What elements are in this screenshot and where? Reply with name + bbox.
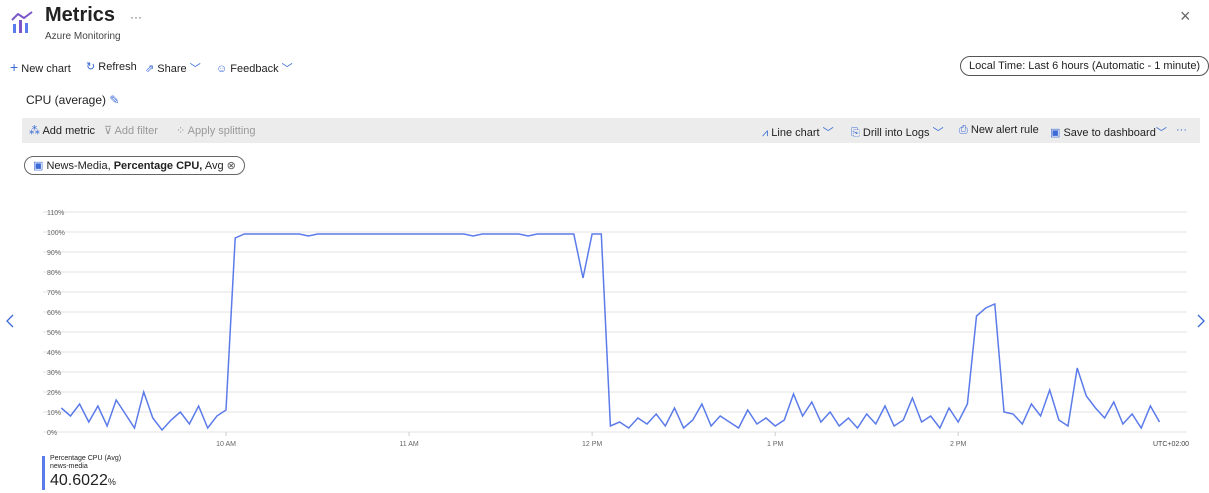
next-arrow[interactable] <box>1196 313 1206 329</box>
y-tick-label: 60% <box>47 310 61 317</box>
legend-resource: news-media <box>50 463 88 470</box>
y-tick-label: 10% <box>47 410 61 417</box>
refresh-button[interactable]: ↻ Refresh <box>86 61 137 73</box>
y-tick-label: 30% <box>47 370 61 377</box>
label: New chart <box>21 63 71 75</box>
x-tick-label: 12 PM <box>582 441 602 448</box>
y-tick-label: 90% <box>47 250 61 257</box>
feedback-button[interactable]: ☺ Feedback ﹀ <box>216 63 293 75</box>
y-tick-label: 20% <box>47 390 61 397</box>
label: Line chart <box>771 127 820 139</box>
add-metric-button[interactable]: ⁂ Add metric <box>29 125 96 137</box>
label: Apply splitting <box>187 125 256 137</box>
time-range-button[interactable]: Local Time: Last 6 hours (Automatic - 1 … <box>960 56 1209 76</box>
y-tick-label: 40% <box>47 350 61 357</box>
y-tick-label: 110% <box>47 210 64 217</box>
aggregation: Avg <box>204 160 224 172</box>
metrics-icon <box>11 11 33 33</box>
new-alert-button[interactable]: ⎙ New alert rule <box>959 124 1039 136</box>
label: Refresh <box>98 61 137 73</box>
y-tick-label: 0% <box>47 430 57 437</box>
close-button[interactable]: × <box>1180 6 1191 26</box>
label: Add filter <box>114 125 158 137</box>
new-chart-button[interactable]: + New chart <box>10 59 71 75</box>
legend-series: Percentage CPU (Avg) <box>50 455 122 462</box>
metric: Percentage CPU, <box>113 160 203 172</box>
label: Save to dashboard <box>1063 127 1156 139</box>
y-tick-label: 80% <box>47 270 61 277</box>
x-tick-label: 1 PM <box>767 441 784 448</box>
label: New alert rule <box>970 124 1039 136</box>
label: CPU (average) <box>26 93 107 107</box>
prev-arrow[interactable] <box>5 313 15 329</box>
page-title: Metrics <box>45 4 116 26</box>
page-subtitle: Azure Monitoring <box>45 31 121 42</box>
x-tick-label: 10 AM <box>216 441 236 448</box>
metric-toolbar <box>22 118 1200 143</box>
drill-logs-button[interactable]: ⎘ Drill into Logs ﹀ <box>851 127 944 139</box>
share-button[interactable]: ⇗ Share ﹀ <box>145 63 201 75</box>
series-line <box>60 233 1161 432</box>
more-button[interactable]: ··· <box>1176 124 1187 136</box>
more-button[interactable]: ··· <box>130 10 142 24</box>
chart: 0% 10% 20% 30% 40% 50% 60% 70% 80% 90% 100% 110% 10 … <box>43 210 1189 448</box>
value: 40.6022 <box>50 472 108 489</box>
x-tick-label: 2 PM <box>950 441 967 448</box>
apply-splitting-button[interactable]: ⁘ Apply splitting <box>176 125 256 137</box>
label: Feedback <box>230 63 279 75</box>
line-chart-button[interactable]: ⩘ Line chart ﹀ <box>762 127 834 139</box>
x-tick-label: 11 AM <box>399 441 418 448</box>
unit: % <box>107 477 116 487</box>
y-tick-label: 70% <box>47 290 61 297</box>
y-tick-label: 100% <box>47 230 65 237</box>
metric-pill[interactable]: ▣ News-Media, Percentage CPU, Avg ⊗ <box>24 156 245 175</box>
label: Add metric <box>42 125 96 137</box>
add-filter-button[interactable]: ⊽ Add filter <box>104 125 158 137</box>
legend-summary: 40.6022% <box>50 472 116 490</box>
timezone-label: UTC+02:00 <box>1153 441 1189 448</box>
label: Share <box>157 63 187 75</box>
label: Drill into Logs <box>862 127 930 139</box>
legend-swatch <box>42 456 45 490</box>
y-tick-label: 50% <box>47 330 61 337</box>
resource: News-Media, <box>46 160 111 172</box>
save-dashboard-button[interactable]: ▣ Save to dashboard﹀ <box>1050 127 1167 139</box>
chart-title: CPU (average) ✎ <box>26 93 120 107</box>
